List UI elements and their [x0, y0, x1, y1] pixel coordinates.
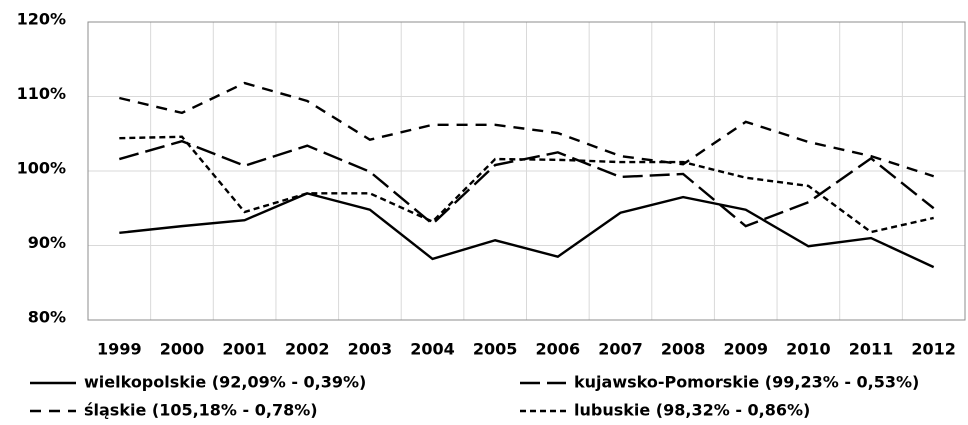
x-tick-label: 1999: [97, 340, 142, 359]
x-tick-label: 2008: [661, 340, 706, 359]
x-tick-label: 2011: [849, 340, 894, 359]
series-line: [119, 192, 935, 269]
x-tick-label: 2007: [598, 340, 643, 359]
x-tick-label: 2005: [473, 340, 518, 359]
legend-label: śląskie (105,18% - 0,78%): [84, 401, 318, 420]
plot-frame: [87, 21, 966, 321]
series-line: [118, 139, 935, 228]
legend-label: lubuskie (98,32% - 0,86%): [574, 401, 810, 420]
x-tick-label: 2001: [222, 340, 267, 359]
x-tick-label: 2009: [723, 340, 768, 359]
y-tick-label: 120%: [17, 10, 66, 29]
series-line: [119, 135, 934, 234]
y-tick-label: 90%: [28, 233, 66, 252]
x-tick-label: 2003: [348, 340, 393, 359]
x-tick-label: 2002: [285, 340, 330, 359]
y-tick-label: 80%: [28, 308, 66, 327]
y-tick-label: 110%: [17, 84, 66, 103]
x-tick-label: 2006: [536, 340, 581, 359]
x-tick-label: 2000: [160, 340, 205, 359]
series-line: [119, 81, 935, 178]
legend-label: kujawsko-Pomorskie (99,23% - 0,53%): [574, 373, 919, 392]
y-tick-label: 100%: [17, 159, 66, 178]
x-tick-label: 2004: [410, 340, 455, 359]
legend-label: wielkopolskie (92,09% - 0,39%): [84, 373, 366, 392]
x-tick-label: 2010: [786, 340, 831, 359]
x-tick-label: 2012: [911, 340, 956, 359]
